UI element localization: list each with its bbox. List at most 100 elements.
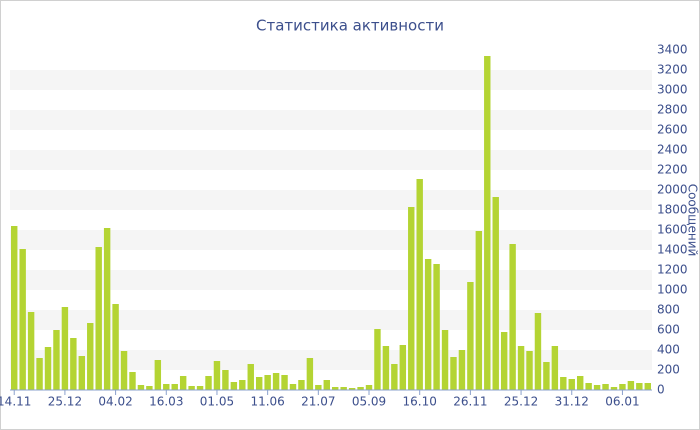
bar bbox=[95, 247, 102, 390]
x-tick-label: 25.12 bbox=[504, 395, 538, 409]
x-tick-label: 01.05 bbox=[200, 395, 234, 409]
bar bbox=[441, 330, 449, 390]
x-tick-label: 31.12 bbox=[555, 395, 589, 409]
bar bbox=[467, 282, 474, 390]
bar bbox=[619, 384, 626, 390]
bar bbox=[526, 351, 533, 390]
y-tick-label: 2800 bbox=[657, 103, 688, 117]
bar bbox=[365, 385, 373, 390]
bar bbox=[154, 360, 162, 390]
bar bbox=[475, 231, 483, 390]
x-tick-label: 05.09 bbox=[352, 395, 386, 409]
y-tick-label: 1600 bbox=[657, 223, 688, 237]
y-tick-label: 1200 bbox=[657, 263, 688, 277]
bar bbox=[332, 387, 339, 390]
y-tick-label: 1400 bbox=[657, 243, 688, 257]
bar bbox=[222, 370, 229, 390]
bar bbox=[281, 375, 288, 390]
bar bbox=[424, 259, 432, 390]
bar bbox=[44, 347, 52, 390]
grid-band bbox=[10, 350, 652, 370]
bar bbox=[61, 307, 69, 390]
bar bbox=[36, 358, 43, 390]
bar bbox=[627, 381, 635, 390]
y-tick-label: 2200 bbox=[657, 163, 688, 177]
bar bbox=[264, 375, 271, 390]
y-axis-label: Сообщений bbox=[686, 184, 700, 257]
bar bbox=[146, 386, 153, 390]
bar bbox=[636, 383, 643, 390]
y-tick-label: 2600 bbox=[657, 123, 688, 137]
x-tick-label: 11.06 bbox=[250, 395, 284, 409]
bar bbox=[196, 386, 204, 390]
bar bbox=[137, 385, 145, 390]
x-tick-label: 26.11 bbox=[453, 395, 487, 409]
bar bbox=[340, 387, 347, 390]
bar bbox=[103, 228, 111, 390]
bar bbox=[163, 384, 170, 390]
bar bbox=[129, 372, 136, 390]
bar bbox=[112, 304, 119, 390]
bar bbox=[205, 376, 212, 390]
bar bbox=[70, 338, 77, 390]
bar bbox=[551, 346, 559, 390]
bar bbox=[408, 207, 415, 390]
grid-band bbox=[10, 190, 652, 210]
grid-band bbox=[10, 230, 652, 250]
bar bbox=[239, 380, 246, 390]
bar bbox=[230, 382, 238, 390]
chart-title: Статистика активности bbox=[256, 17, 444, 35]
y-tick-label: 2400 bbox=[657, 143, 688, 157]
bar bbox=[53, 330, 60, 390]
bar bbox=[593, 385, 601, 390]
bar bbox=[644, 383, 651, 390]
grid-band bbox=[10, 310, 652, 330]
bar bbox=[19, 249, 26, 390]
y-tick-label: 1800 bbox=[657, 203, 688, 217]
bar bbox=[543, 362, 550, 390]
bar bbox=[517, 346, 525, 390]
bar bbox=[255, 377, 263, 390]
bar bbox=[509, 244, 516, 390]
x-tick-label: 16.03 bbox=[149, 395, 183, 409]
y-tick-label: 1000 bbox=[657, 283, 688, 297]
x-tick-label: 14.11 bbox=[0, 395, 31, 409]
bar bbox=[450, 357, 457, 390]
bar bbox=[492, 197, 499, 390]
bar bbox=[11, 226, 18, 390]
bar bbox=[323, 380, 330, 390]
bar bbox=[298, 380, 305, 390]
bar bbox=[357, 387, 364, 390]
bar bbox=[433, 264, 440, 390]
grid-band bbox=[10, 150, 652, 170]
bar bbox=[188, 386, 195, 390]
y-tick-label: 0 bbox=[657, 383, 665, 397]
bar bbox=[213, 361, 221, 390]
bar bbox=[610, 387, 618, 390]
bar bbox=[484, 56, 491, 390]
bar bbox=[585, 383, 592, 390]
bar bbox=[568, 379, 575, 390]
y-tick-label: 2000 bbox=[657, 183, 688, 197]
bar bbox=[534, 313, 542, 390]
bar bbox=[247, 364, 254, 390]
bar bbox=[560, 377, 567, 390]
bar bbox=[179, 376, 187, 390]
bar bbox=[348, 388, 356, 390]
bar bbox=[399, 345, 407, 390]
bar bbox=[289, 384, 297, 390]
y-tick-label: 800 bbox=[657, 303, 680, 317]
bar bbox=[120, 351, 128, 390]
bar bbox=[171, 384, 178, 390]
bar bbox=[87, 323, 94, 390]
y-tick-label: 3400 bbox=[657, 43, 688, 57]
x-tick-label: 06.01 bbox=[605, 395, 639, 409]
bar bbox=[382, 346, 390, 390]
bar bbox=[500, 332, 508, 390]
y-tick-label: 600 bbox=[657, 323, 680, 337]
bar bbox=[306, 358, 314, 390]
bar bbox=[458, 350, 466, 390]
bar bbox=[78, 356, 86, 390]
x-tick-label: 04.02 bbox=[98, 395, 132, 409]
